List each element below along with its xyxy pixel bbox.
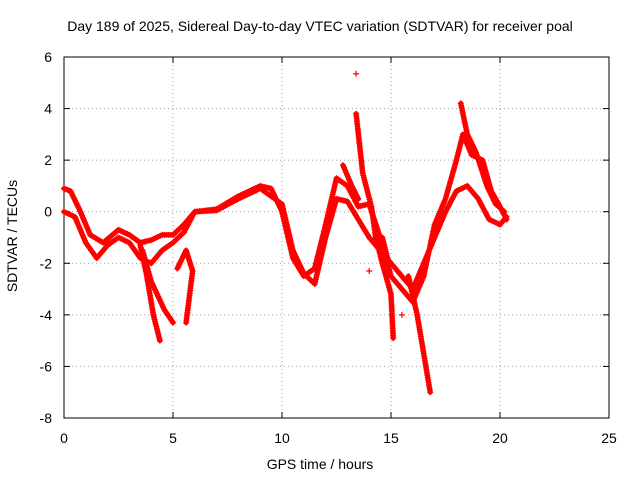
plot-frame (63, 56, 610, 419)
axes (63, 56, 610, 419)
data-point (355, 195, 362, 202)
x-tick-label: 5 (169, 430, 177, 446)
x-tick-label: 20 (492, 430, 508, 446)
x-tick-label: 10 (274, 430, 290, 446)
y-axis-label: SDTVAR / TECUs (4, 179, 20, 293)
data-point (156, 337, 163, 344)
data-point (503, 213, 510, 220)
chart-title: Day 189 of 2025, Sidereal Day-to-day VTE… (67, 18, 573, 34)
y-tick-label: 6 (44, 49, 52, 65)
y-tick-label: -2 (40, 255, 53, 271)
y-tick-label: 4 (44, 101, 52, 117)
x-axis-label: GPS time / hours (266, 456, 374, 472)
data-point (385, 260, 392, 267)
y-tick-label: -4 (40, 307, 53, 323)
grid (64, 57, 609, 418)
x-tick-label: 25 (601, 430, 617, 446)
y-tick-label: -8 (40, 410, 53, 426)
x-tick-label: 0 (60, 430, 68, 446)
data-series (61, 70, 510, 396)
y-tick-label: 0 (44, 204, 52, 220)
data-point (183, 319, 190, 326)
x-tick-label: 15 (383, 430, 399, 446)
y-tick-label: -6 (40, 358, 53, 374)
tick-labels: 0 5 10 15 20 25 -8 -6 -4 -2 0 2 4 6 (40, 49, 617, 446)
data-point (501, 208, 508, 215)
data-point (366, 268, 373, 275)
y-tick-label: 2 (44, 152, 52, 168)
data-point (390, 335, 397, 342)
data-point (398, 311, 405, 318)
data-point (170, 319, 176, 326)
data-point (427, 389, 434, 396)
data-point (353, 70, 360, 77)
